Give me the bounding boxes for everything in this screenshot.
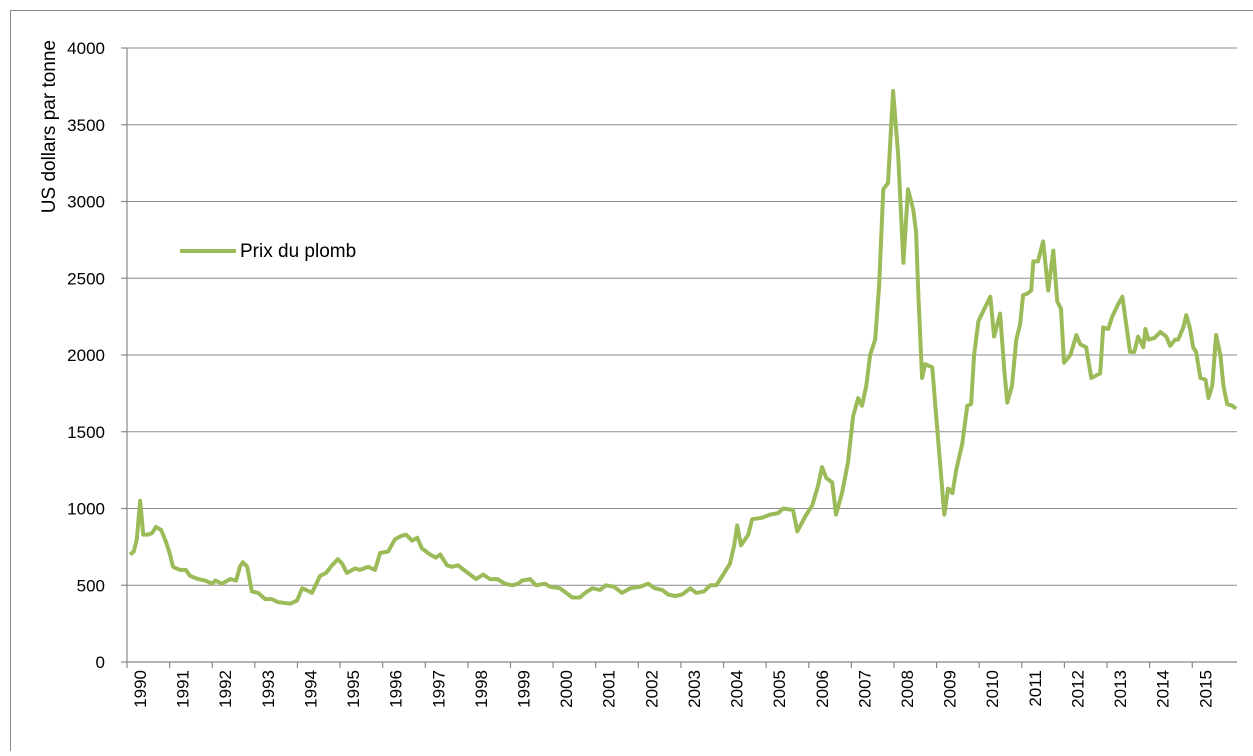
x-tick-label: 2015 [1196, 670, 1215, 708]
x-tick-label: 1999 [514, 670, 533, 708]
x-tick-label: 1995 [344, 670, 363, 708]
frame [11, 11, 1253, 752]
x-tick-label: 1998 [472, 670, 491, 708]
x-tick-label: 2000 [557, 670, 576, 708]
y-tick-label: 0 [96, 653, 105, 672]
x-tick-label: 1992 [216, 670, 235, 708]
x-tick-label: 2005 [770, 670, 789, 708]
x-tick-label: 2012 [1068, 670, 1087, 708]
x-tick-label: 2002 [642, 670, 661, 708]
y-tick-label: 3000 [67, 193, 105, 212]
x-tick-label: 1994 [301, 670, 320, 708]
series-line [130, 91, 1236, 604]
y-tick-label: 1000 [67, 500, 105, 519]
x-tick-label: 2006 [813, 670, 832, 708]
x-tick-label: 2004 [728, 670, 747, 708]
x-tick-label: 2011 [1026, 670, 1045, 707]
y-axis-label: US dollars par tonne [39, 40, 60, 213]
x-tick-label: 2013 [1111, 670, 1130, 708]
y-tick-label: 1500 [67, 423, 105, 442]
x-tick-label: 2003 [685, 670, 704, 708]
y-tick-label: 3500 [67, 116, 105, 135]
x-tick-label: 1996 [387, 670, 406, 708]
y-tick-label: 2000 [67, 346, 105, 365]
y-tick-label: 2500 [67, 269, 105, 288]
y-tick-label: 4000 [67, 39, 105, 58]
x-tick-label: 1993 [259, 670, 278, 708]
x-tick-label: 2008 [898, 670, 917, 708]
x-tick-label: 2009 [941, 670, 960, 708]
legend-label: Prix du plomb [240, 241, 356, 262]
x-tick-label: 2010 [983, 670, 1002, 708]
x-tick-label: 2007 [855, 670, 874, 708]
x-tick-label: 1997 [429, 670, 448, 708]
x-tick-label: 1990 [131, 670, 150, 708]
x-tick-label: 2014 [1154, 670, 1173, 708]
y-tick-label: 500 [77, 576, 105, 595]
x-tick-label: 2001 [600, 670, 619, 708]
x-tick-label: 1991 [174, 670, 193, 708]
